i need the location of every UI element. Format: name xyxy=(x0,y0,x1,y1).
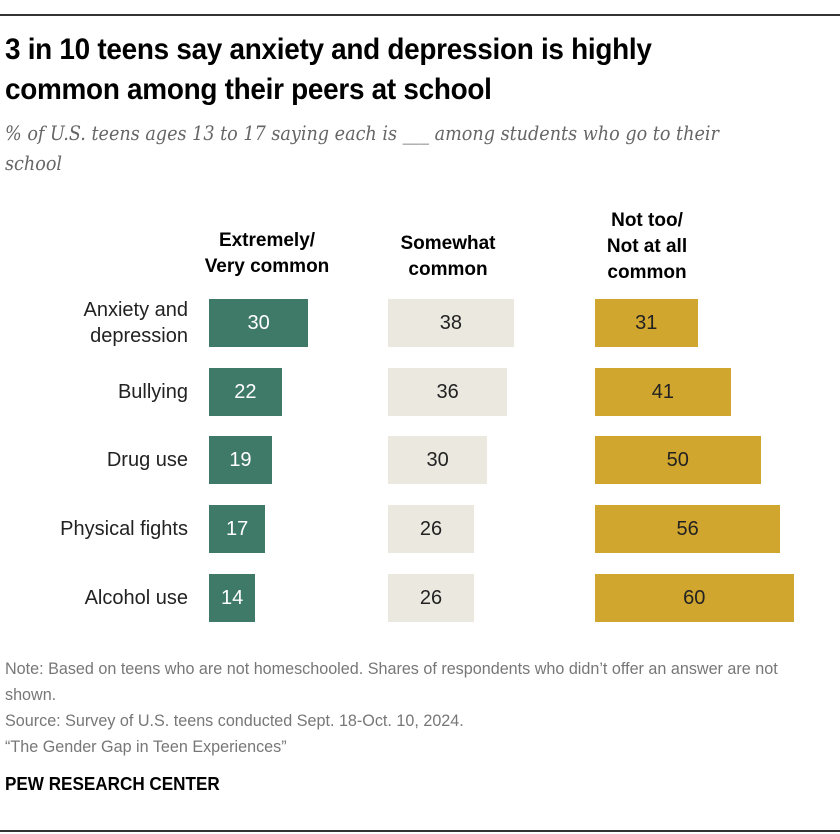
column-header: Not too/Not at all common xyxy=(606,210,688,283)
bar xyxy=(209,505,266,554)
data-label: 17 xyxy=(226,518,249,541)
bar xyxy=(209,436,272,485)
data-label: 36 xyxy=(436,380,459,403)
column-header: Extremely/Very common xyxy=(204,230,330,277)
data-label: 60 xyxy=(683,586,706,609)
bar xyxy=(388,299,514,347)
note-text: Note: Based on teens who are not homesch… xyxy=(5,659,778,704)
data-label: 30 xyxy=(426,449,449,472)
category-label: Physical fights xyxy=(60,518,188,541)
bar xyxy=(595,367,731,416)
data-label: 14 xyxy=(221,586,244,609)
bar xyxy=(595,436,761,485)
category-label: Alcohol use xyxy=(84,586,188,609)
bar xyxy=(595,299,698,347)
bar xyxy=(595,573,794,622)
data-label: 31 xyxy=(635,312,658,334)
data-label: 30 xyxy=(247,312,270,334)
category-label: Drug use xyxy=(106,449,188,472)
bar xyxy=(388,505,475,554)
source-text: Source: Survey of U.S. teens conducted S… xyxy=(5,711,464,730)
top-rule xyxy=(0,14,840,16)
category-label: Anxiety and depression xyxy=(83,299,188,347)
bottom-rule xyxy=(0,830,840,832)
data-label: 22 xyxy=(234,380,257,403)
data-label: 41 xyxy=(651,380,674,403)
data-label: 38 xyxy=(439,312,462,334)
bar xyxy=(388,367,508,416)
column-header: Somewhat common xyxy=(400,233,496,280)
data-label: 26 xyxy=(419,586,443,609)
brand-logo-text: PEW RESEARCH CENTER xyxy=(5,774,220,794)
data-label: 56 xyxy=(676,518,699,541)
bar xyxy=(209,299,309,347)
bar xyxy=(595,505,781,554)
chart-title: 3 in 10 teens say anxiety and depression… xyxy=(5,33,652,106)
bar xyxy=(388,573,475,622)
data-label: 19 xyxy=(229,449,252,472)
data-label: 50 xyxy=(666,449,689,472)
bar xyxy=(209,367,282,416)
bar xyxy=(388,436,488,485)
chart-subtitle: % of U.S. teens ages 13 to 17 saying eac… xyxy=(5,121,719,175)
data-label: 26 xyxy=(419,518,443,541)
notes: Note: Based on teens who are not homesch… xyxy=(5,656,798,760)
report-text: “The Gender Gap in Teen Experiences” xyxy=(5,737,287,756)
bar xyxy=(209,573,256,622)
category-label: Bullying xyxy=(117,380,188,403)
